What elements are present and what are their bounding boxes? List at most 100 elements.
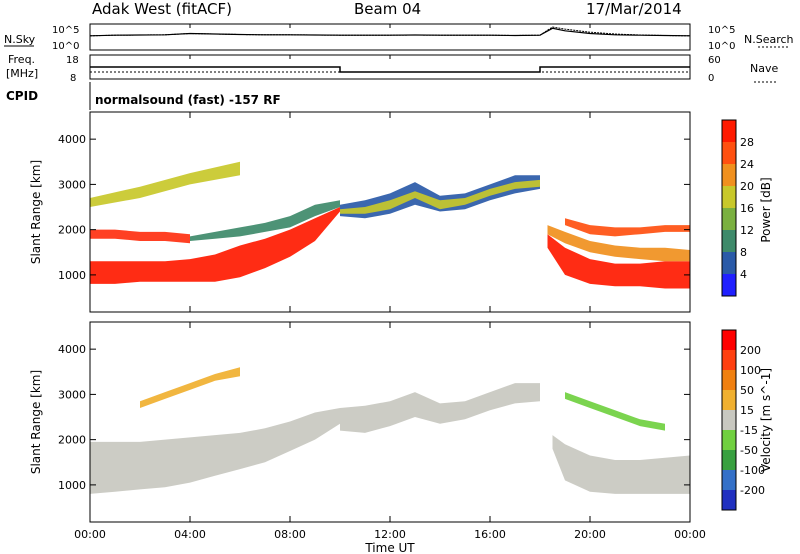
x-tick-label: 08:00	[274, 528, 306, 541]
echo-band	[340, 179, 540, 214]
freq-tick-top: 18	[66, 55, 79, 66]
echo-band	[547, 234, 690, 289]
x-tick-label: 00:00	[674, 528, 706, 541]
colorbar-swatch	[722, 430, 736, 450]
echo-band	[90, 161, 240, 207]
beam-title: Beam 04	[354, 0, 422, 18]
echo-band	[552, 435, 690, 494]
velocity-tick-label: -50	[740, 444, 758, 457]
y-tick-label: 1000	[58, 479, 86, 492]
x-tick-label: 20:00	[574, 528, 606, 541]
power-tick-label: 4	[740, 268, 747, 281]
colorbar-swatch	[722, 390, 736, 410]
echo-band	[547, 225, 690, 262]
power-data	[90, 161, 690, 289]
colorbar-swatch	[722, 142, 736, 164]
y-tick-label: 2000	[58, 434, 86, 447]
echo-band	[565, 392, 665, 431]
nsky-label: N.Sky	[4, 33, 36, 46]
y-tick-label: 1000	[58, 269, 86, 282]
colorbar-swatch	[722, 274, 736, 296]
freq-unit: [MHz]	[6, 67, 38, 80]
y-tick-label: 3000	[58, 178, 86, 191]
power-y-ticks: 1000 2000 3000 4000	[58, 133, 690, 282]
velocity-tick-label: 100	[740, 364, 761, 377]
power-tick-label: 12	[740, 224, 754, 237]
power-tick-label: 8	[740, 246, 747, 259]
nsky-panel: N.Sky 10^5 10^0 10^5 10^0 N.Search	[4, 23, 794, 52]
log-bottom-right: 10^0	[708, 41, 735, 52]
colorbar-swatch	[722, 120, 736, 142]
echo-band	[90, 408, 340, 494]
colorbar-swatch	[722, 370, 736, 390]
colorbar-swatch	[722, 410, 736, 430]
colorbar-frame	[721, 329, 737, 511]
echo-band	[340, 383, 540, 433]
log-top-right: 10^5	[708, 25, 735, 36]
echo-band	[140, 367, 240, 408]
velocity-y-ticks: 1000 2000 3000 4000	[58, 343, 690, 492]
time-x-label: Time UT	[364, 541, 415, 554]
power-colorbar: 4 8 12 16 20 24 28	[721, 119, 754, 297]
velocity-tick-label: -15	[740, 424, 758, 437]
velocity-tick-label: 50	[740, 384, 754, 397]
cpid-text: normalsound (fast) -157 RF	[95, 93, 281, 107]
nave-tick-top: 60	[708, 55, 721, 66]
nsearch-series-line	[89, 26, 691, 37]
time-x-ticks: 00:00 04:00 08:00 12:00 16:00 20:00 00:00	[74, 24, 706, 541]
y-tick-label: 4000	[58, 133, 86, 146]
log-bottom-left: 10^0	[52, 41, 79, 52]
velocity-tick-label: 200	[740, 344, 761, 357]
y-tick-label: 3000	[58, 388, 86, 401]
echo-band	[90, 229, 190, 244]
colorbar-swatch	[722, 350, 736, 370]
velocity-tick-label: -100	[740, 464, 765, 477]
nave-tick-bottom: 0	[708, 73, 714, 84]
echo-band	[190, 200, 340, 241]
nsky-series-line	[89, 27, 691, 37]
colorbar-swatch	[722, 252, 736, 274]
power-tick-label: 24	[740, 158, 754, 171]
freq-series-line	[90, 66, 690, 73]
velocity-tick-label: -200	[740, 484, 765, 497]
x-tick-label: 00:00	[74, 528, 106, 541]
y-tick-label: 2000	[58, 224, 86, 237]
x-tick-label: 12:00	[374, 528, 406, 541]
nave-label: Nave	[750, 62, 778, 75]
velocity-colorbar: 200 100 50 15 -15 -50 -100 -200	[721, 329, 765, 511]
echo-band	[90, 207, 340, 284]
colorbar-swatch	[722, 208, 736, 230]
colorbar-swatch	[722, 330, 736, 350]
power-y-label: Slant Range [km]	[29, 160, 43, 264]
log-top-left: 10^5	[52, 25, 79, 36]
power-panel: 1000 2000 3000 4000 Slant Range [km]	[29, 111, 691, 313]
y-tick-label: 4000	[58, 343, 86, 356]
date-title: 17/Mar/2014	[586, 0, 682, 18]
nsearch-label: N.Search	[744, 33, 794, 46]
velocity-y-label: Slant Range [km]	[29, 370, 43, 474]
power-colorbar-label: Power [dB]	[759, 177, 773, 242]
echo-band	[565, 218, 690, 237]
power-tick-label: 20	[740, 180, 754, 193]
colorbar-swatch	[722, 450, 736, 470]
freq-tick-bottom: 8	[70, 73, 76, 84]
freq-panel: Freq. [MHz] 18 8 60 0 Nave	[6, 53, 778, 84]
freq-label: Freq.	[8, 53, 35, 66]
cpid-label: CPID	[6, 89, 38, 103]
colorbar-swatch	[722, 164, 736, 186]
station-title: Adak West (fitACF)	[92, 0, 232, 18]
colorbar-swatch	[722, 490, 736, 510]
power-tick-label: 28	[740, 136, 754, 149]
velocity-colorbar-label: Velocity [m s^-1]	[759, 368, 773, 472]
velocity-data	[90, 367, 690, 494]
velocity-panel: 1000 2000 3000 4000 Slant Range [km]	[29, 321, 691, 523]
colorbar-swatch	[722, 230, 736, 252]
velocity-tick-label: 15	[740, 404, 754, 417]
colorbar-swatch	[722, 186, 736, 208]
power-tick-label: 16	[740, 202, 754, 215]
x-tick-label: 04:00	[174, 528, 206, 541]
colorbar-frame	[721, 119, 737, 297]
x-tick-label: 16:00	[474, 528, 506, 541]
colorbar-swatch	[722, 470, 736, 490]
